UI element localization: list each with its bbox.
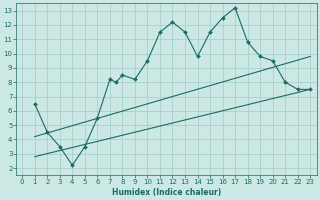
- X-axis label: Humidex (Indice chaleur): Humidex (Indice chaleur): [112, 188, 221, 197]
